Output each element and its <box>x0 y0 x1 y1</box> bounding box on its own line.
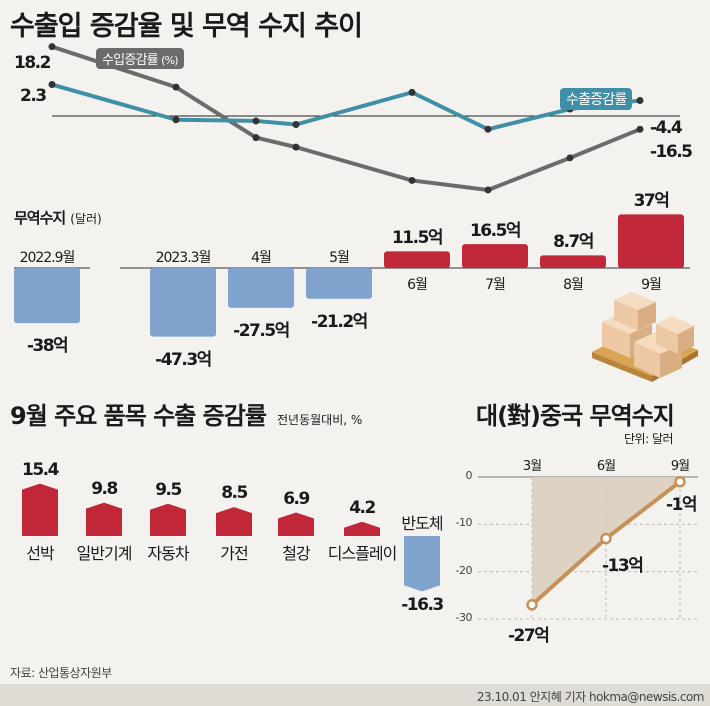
china-xtick-label: 3월 <box>522 459 542 474</box>
item-category-label: 선박 <box>26 544 54 563</box>
item-category-label: 일반기계 <box>76 544 133 563</box>
china-title: 대(對)중국 무역수지 <box>476 402 675 430</box>
series-1-point-2 <box>252 117 260 125</box>
balance-value-label: 11.5억 <box>391 228 444 249</box>
item-bar-6 <box>404 536 440 592</box>
item-value-label: 9.8 <box>91 478 118 499</box>
series-1-point-3 <box>292 121 300 129</box>
balance-category-label: 5월 <box>329 250 350 266</box>
balance-value-label: -21.2억 <box>311 311 368 332</box>
item-bar-0 <box>22 483 58 536</box>
import-rate-callout-label: 수입증감률 <box>102 53 159 68</box>
series-0-point-5 <box>484 186 492 194</box>
series-line-1 <box>51 82 641 132</box>
balance-value-label: -27.5억 <box>233 320 290 341</box>
china-value-label: -1억 <box>666 494 698 515</box>
item-category-label: 가전 <box>220 544 248 563</box>
item-value-label: -16.3 <box>401 595 444 616</box>
series-line-0 <box>51 44 641 192</box>
import-end-label: -16.5 <box>650 142 693 162</box>
china-xtick-label: 6월 <box>596 459 616 474</box>
series-0-point-1 <box>172 83 180 91</box>
china-value-label: -27억 <box>508 625 550 646</box>
china-point-2 <box>674 475 686 488</box>
import-rate-callout: 수입증감률 (%) <box>96 48 184 69</box>
item-value-label: 6.9 <box>283 488 310 509</box>
series-1-point-5 <box>484 125 492 133</box>
balance-category-label: 9월 <box>641 277 662 293</box>
item-value-label: 9.5 <box>155 479 182 500</box>
item-bar-2 <box>150 503 186 536</box>
balance-heading: 무역수지 (달러) <box>14 207 102 228</box>
series-0-point-4 <box>408 176 416 184</box>
balance-bar-1 <box>150 268 216 337</box>
balance-unit: (달러) <box>70 212 102 226</box>
balance-bar-6 <box>540 255 606 268</box>
balance-bar-2 <box>228 268 294 308</box>
balance-bar-4 <box>384 251 450 268</box>
item-category-label: 자동차 <box>147 544 189 563</box>
balance-bar-0 <box>14 268 80 324</box>
main-title: 수출입 증감율 및 무역 수지 추이 <box>10 11 363 42</box>
import-start-label: 18.2 <box>14 53 51 73</box>
balance-category-label: 2023.3월 <box>155 250 212 266</box>
item-bar-5 <box>344 521 380 536</box>
item-category-label: 반도체 <box>401 514 443 533</box>
balance-value-label: 37억 <box>633 191 670 212</box>
export-rate-callout: 수출증감률 <box>560 88 633 110</box>
series-0-point-7 <box>636 125 644 133</box>
china-point-0 <box>526 599 538 611</box>
export-start-label: 2.3 <box>20 86 47 106</box>
china-unit: 단위: 달러 <box>624 432 674 446</box>
balance-category-label: 7월 <box>485 277 506 293</box>
balance-title: 무역수지 <box>14 209 66 227</box>
china-ytick-label: -30 <box>455 611 473 624</box>
items-heading: 9월 주요 품목 수출 증감률 전년동월대비, % <box>10 396 362 431</box>
series-1-point-1 <box>172 116 180 124</box>
item-bar-4 <box>278 512 314 536</box>
series-0-point-3 <box>292 143 300 151</box>
trade-trend-chart <box>14 43 690 337</box>
balance-bar-3 <box>306 268 372 299</box>
item-value-label: 8.5 <box>221 483 248 504</box>
china-ytick-label: 0 <box>465 469 473 482</box>
series-1-point-4 <box>408 88 416 96</box>
item-bar-3 <box>216 507 252 536</box>
item-category-label: 철강 <box>282 544 310 563</box>
balance-value-label: -38억 <box>26 336 69 357</box>
balance-category-label: 2022.9월 <box>19 250 76 266</box>
series-1-point-0 <box>48 81 56 89</box>
item-value-label: 15.4 <box>22 459 59 480</box>
series-1-point-7 <box>636 96 644 104</box>
balance-category-label: 4월 <box>251 250 272 266</box>
footer-bar <box>0 684 710 706</box>
balance-bar-7 <box>618 214 684 268</box>
series-0-point-6 <box>566 154 574 162</box>
series-0-point-2 <box>252 134 260 142</box>
china-value-label: -13억 <box>602 555 644 576</box>
export-end-label: -4.4 <box>650 118 683 138</box>
balance-value-label: -47.3억 <box>155 349 212 370</box>
balance-bar-5 <box>462 244 528 268</box>
china-xtick-label: 9월 <box>670 459 690 474</box>
balance-value-label: 16.5억 <box>469 221 522 242</box>
items-title: 9월 주요 품목 수출 증감률 <box>10 402 267 430</box>
items-subtitle: 전년동월대비, % <box>277 413 363 427</box>
china-ytick-label: -20 <box>455 563 473 577</box>
series-0-point-0 <box>48 43 56 51</box>
item-value-label: 4.2 <box>349 497 376 518</box>
item-category-label: 디스플레이 <box>327 544 398 563</box>
balance-category-label: 8월 <box>563 277 584 293</box>
balance-category-label: 6월 <box>407 277 428 293</box>
china-ytick-label: -10 <box>455 516 473 530</box>
credit-note: 23.10.01 안지혜 기자 hokma@newsis.com <box>476 690 705 704</box>
china-point-1 <box>600 532 612 545</box>
source-note: 자료: 산업통상자원부 <box>10 666 112 680</box>
item-bar-1 <box>86 502 122 536</box>
import-rate-callout-unit: (%) <box>161 54 178 67</box>
balance-value-label: 8.7억 <box>553 232 594 253</box>
